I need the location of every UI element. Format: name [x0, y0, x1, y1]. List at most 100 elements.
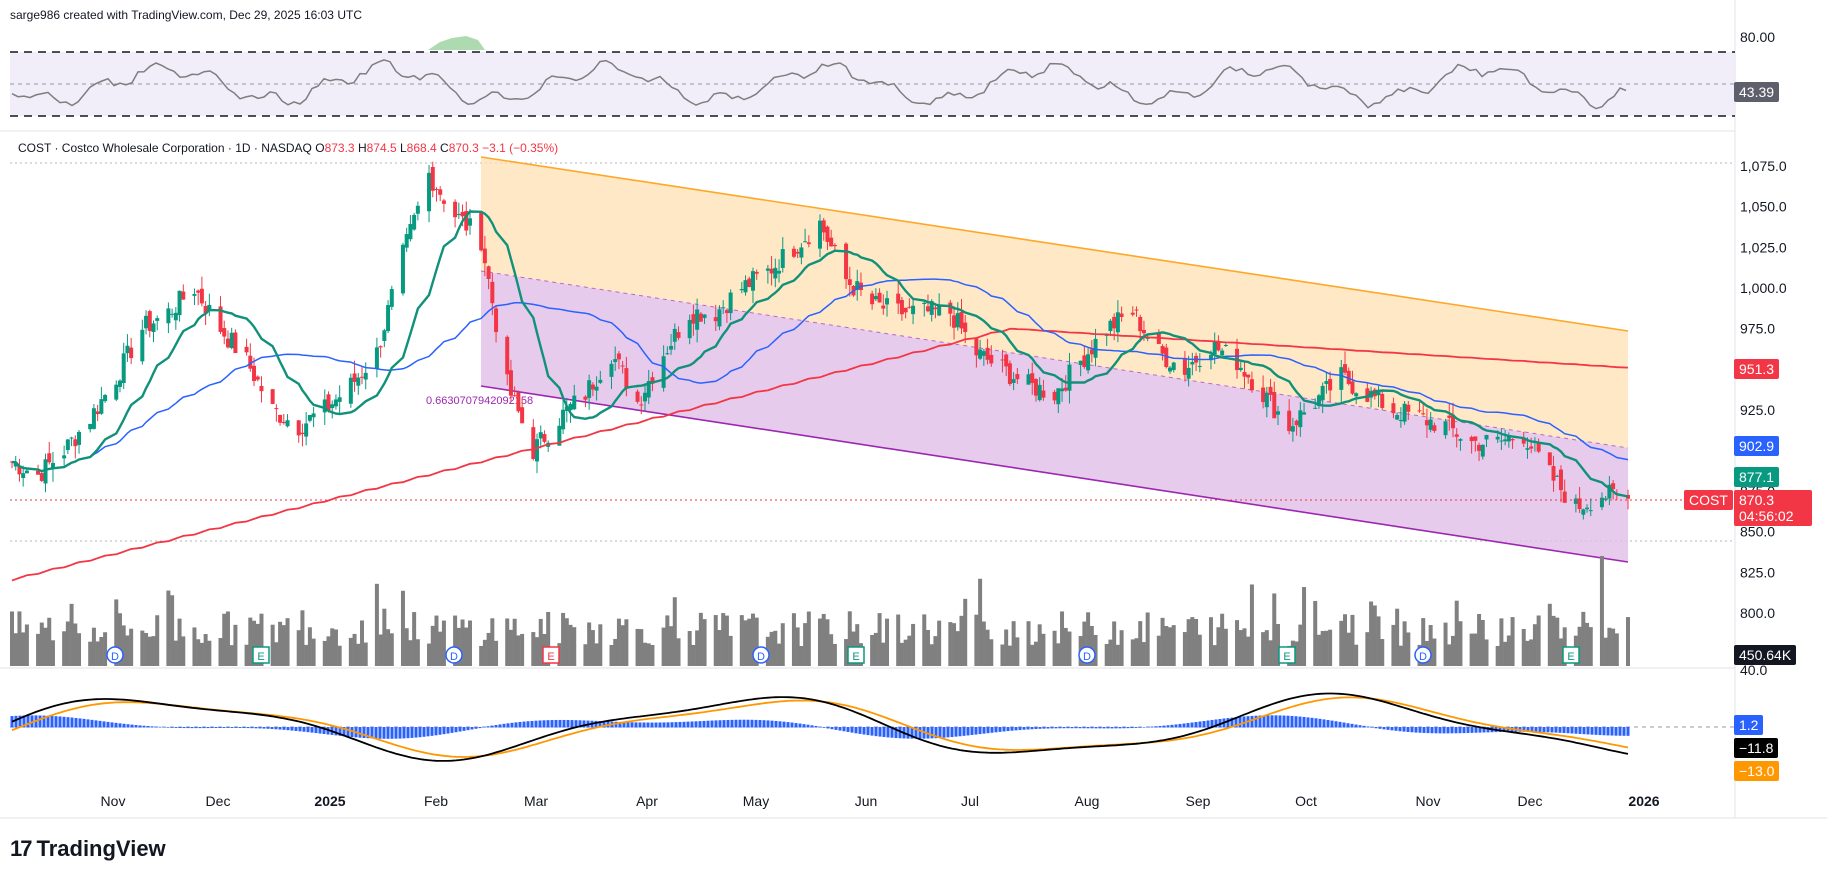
- candle-body: [1275, 411, 1280, 415]
- macd-hist-bar: [1154, 726, 1158, 728]
- candle-body: [535, 439, 540, 462]
- macd-hist-bar: [890, 727, 894, 738]
- volume-bar: [203, 634, 208, 666]
- candle-body: [181, 291, 186, 300]
- time-tick-label: May: [743, 793, 769, 809]
- volume-bar: [1558, 638, 1563, 666]
- earnings-marker[interactable]: E: [542, 646, 560, 664]
- candle-body: [91, 408, 96, 429]
- candle-body: [1573, 498, 1578, 504]
- macd-hist-bar: [470, 727, 474, 730]
- time-tick-label: Jun: [855, 793, 878, 809]
- volume-bar: [937, 620, 942, 666]
- volume-bar: [129, 628, 134, 666]
- dividend-marker[interactable]: D: [1078, 646, 1096, 664]
- price-axis[interactable]: 1,075.01,050.01,025.01,000.0975.0950.092…: [1740, 158, 1787, 621]
- candle-body: [467, 218, 472, 226]
- macd-hist-bar: [182, 727, 186, 729]
- macd-hist-bar: [54, 716, 58, 728]
- countdown-value: 04:56:02: [1739, 508, 1794, 524]
- candle-body: [479, 212, 484, 251]
- earnings-marker[interactable]: E: [252, 646, 270, 664]
- candle-body: [259, 385, 264, 392]
- macd-pane[interactable]: [10, 692, 1735, 762]
- volume-bar: [1611, 628, 1616, 666]
- volume-bar: [721, 613, 726, 666]
- volume-bar: [252, 620, 257, 666]
- price-tick-label: 1,075.0: [1740, 158, 1787, 174]
- ma50-line[interactable]: [11, 278, 1629, 473]
- candle-body: [166, 308, 171, 324]
- price-pane[interactable]: 0.6630707942092158 D E D E D E D E D E: [10, 156, 1735, 666]
- candle-body: [1391, 403, 1396, 414]
- ma50-tag: 902.9: [1734, 436, 1780, 456]
- macd-hist-bar: [454, 727, 458, 733]
- macd-hist-bar: [726, 719, 730, 728]
- candle-body: [1354, 393, 1359, 397]
- time-axis[interactable]: Nov Dec 2025 Feb Mar Apr May Jun Jul Aug Sep Oct Nov…: [101, 793, 1660, 809]
- macd-hist-bar: [1598, 727, 1602, 736]
- ma20-line[interactable]: [11, 210, 1629, 498]
- dividend-marker[interactable]: D: [445, 646, 463, 664]
- ma200-line[interactable]: [11, 327, 1629, 582]
- macd-hist-bar: [1502, 727, 1506, 732]
- candle-body: [1450, 414, 1455, 429]
- macd-hist-bar: [858, 727, 862, 734]
- volume-bar: [676, 638, 681, 666]
- earnings-marker[interactable]: E: [1278, 646, 1296, 664]
- macd-hist-bar: [162, 726, 166, 728]
- ohlc-open-label: O: [315, 141, 325, 155]
- dividend-marker[interactable]: D: [752, 646, 770, 664]
- macd-hist-bar: [826, 727, 830, 729]
- time-tick-label: Nov: [1416, 793, 1441, 809]
- macd-hist-bar: [1554, 727, 1558, 733]
- tradingview-brand[interactable]: 17 TradingView: [10, 836, 166, 862]
- volume-bar: [1529, 639, 1534, 666]
- channel-mid-line[interactable]: [480, 270, 1629, 449]
- volume-bar: [278, 621, 283, 666]
- symbol-legend[interactable]: COST · Costco Wholesale Corporation · 1D…: [18, 141, 558, 155]
- volume-bar: [330, 628, 335, 666]
- channel-upper-line[interactable]: [480, 156, 1629, 332]
- volume-bar: [144, 632, 149, 666]
- macd-hist-bar: [722, 720, 726, 728]
- macd-hist-bar: [486, 726, 490, 728]
- candle-body: [360, 376, 365, 378]
- volume-bar: [1395, 608, 1400, 666]
- candle-body: [1328, 379, 1333, 391]
- channel-lower-line[interactable]: [480, 385, 1629, 563]
- candle-body: [1112, 316, 1117, 329]
- macd-hist-bar: [466, 727, 470, 731]
- candle-body: [911, 305, 916, 315]
- volume-bar: [624, 619, 629, 666]
- macd-hist-bar: [46, 715, 50, 728]
- volume-bar: [981, 621, 986, 666]
- volume-bar: [1369, 601, 1374, 666]
- macd-hist-bar: [1234, 717, 1238, 728]
- candle-body: [1119, 313, 1124, 317]
- rsi-pane[interactable]: [10, 36, 1735, 117]
- macd-hist-bar: [1094, 727, 1098, 729]
- earnings-marker[interactable]: E: [1562, 646, 1580, 664]
- event-letter: E: [547, 651, 554, 663]
- macd-hist-bar: [190, 727, 194, 729]
- candle-body: [233, 332, 238, 354]
- dividend-marker[interactable]: D: [1414, 646, 1432, 664]
- macd-hist-bar: [762, 720, 766, 728]
- earnings-marker[interactable]: E: [847, 646, 865, 664]
- dividend-marker[interactable]: D: [106, 646, 124, 664]
- macd-hist-bar: [898, 727, 902, 739]
- candle-body: [572, 395, 577, 410]
- candle-body: [691, 314, 696, 324]
- candle-body: [989, 354, 994, 364]
- volume-bar: [155, 615, 160, 666]
- macd-hist-bar: [138, 725, 142, 728]
- price-tick-label: 825.0: [1740, 564, 1775, 580]
- candle-body: [1428, 419, 1433, 430]
- macd-hist-bar: [802, 724, 806, 728]
- candle-body: [1063, 387, 1068, 391]
- time-tick-label: Nov: [101, 793, 126, 809]
- candle-body: [1346, 370, 1351, 384]
